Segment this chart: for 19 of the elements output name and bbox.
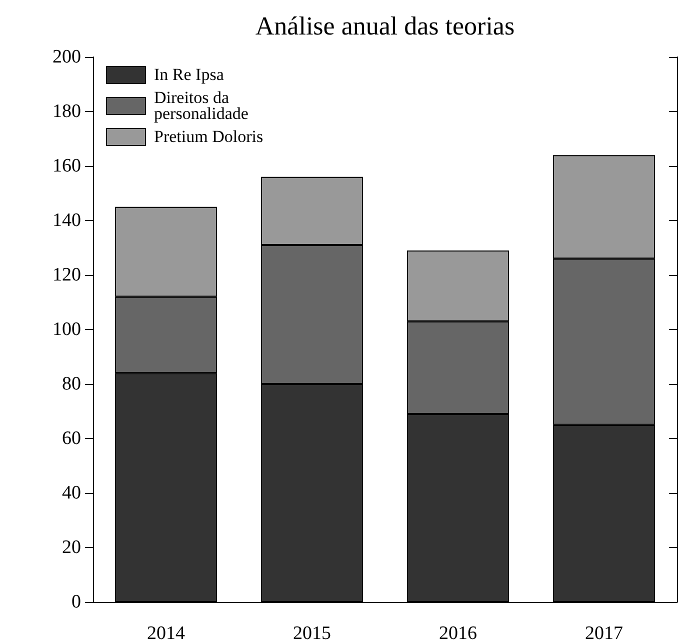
x-tick-label: 2015 [293,623,331,643]
y-tick-label: 80 [62,374,81,394]
x-tick-label: 2014 [147,623,186,643]
legend-label: Direitos da personalidade [154,88,248,123]
y-tick-label: 40 [62,482,81,504]
x-tick-label: 2017 [585,623,623,643]
y-tick-label: 100 [52,319,81,340]
y-tick-label: 180 [52,101,81,122]
y-tick-label: 0 [72,592,81,612]
y-tick-label: 140 [52,210,81,231]
x-tick-label: 2016 [439,623,477,643]
chart-title: Análise anual das teorias [255,12,515,40]
y-tick-label: 20 [62,537,81,558]
y-tick-label: 120 [52,264,81,286]
y-tick-label: 60 [62,428,81,449]
legend-label: Pretium Doloris [154,127,264,146]
y-tick-label: 200 [52,46,81,68]
y-tick-label: 160 [52,156,81,176]
legend-label: In Re Ipsa [154,65,224,84]
